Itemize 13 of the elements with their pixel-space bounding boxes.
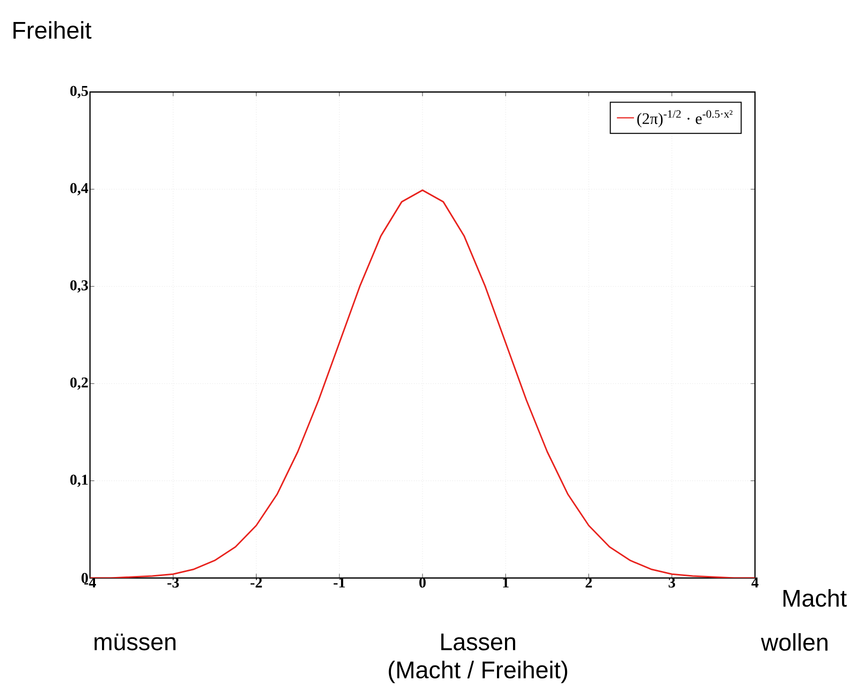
y-tick-label: 0,1 <box>70 474 88 488</box>
legend-label: (2π)$^{-1/2}$ · e$^{-0.5·x²}$ <box>637 110 732 128</box>
y-tick-label: 0,5 <box>70 86 88 98</box>
text: wollen <box>760 633 828 652</box>
text: Lassen <box>441 634 516 651</box>
x-axis-title: Macht <box>784 589 847 608</box>
text: müssen <box>94 634 176 651</box>
text: (Macht / Freiheit) <box>388 661 568 684</box>
y-tick-label: 0,2 <box>70 378 88 390</box>
y-tick-label: 0,3 <box>70 280 88 293</box>
x-tick-label: 4 <box>751 578 758 588</box>
y-tick-label: 0,4 <box>70 183 88 196</box>
y-axis-title: Freiheit <box>14 21 92 40</box>
